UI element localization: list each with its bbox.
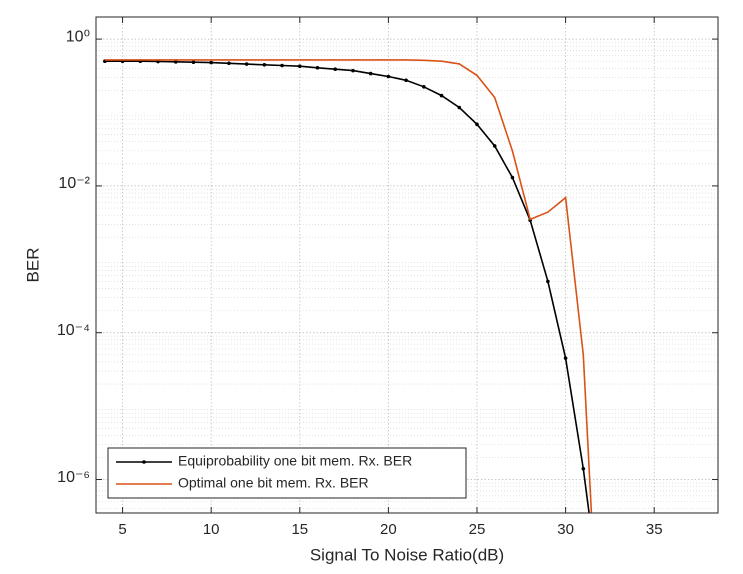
data-point — [404, 78, 408, 83]
x-tick-label: 25 — [469, 521, 486, 538]
data-point — [492, 144, 497, 148]
data-point — [510, 175, 515, 180]
x-tick-label: 35 — [646, 521, 663, 538]
data-point — [457, 105, 462, 110]
data-point — [422, 84, 426, 89]
x-tick-label: 15 — [291, 521, 308, 538]
y-tick-label: 10⁻² — [58, 175, 90, 192]
data-point — [439, 93, 444, 98]
y-tick-label: 10⁻⁴ — [57, 322, 90, 339]
x-tick-label: 5 — [118, 521, 126, 538]
x-tick-label: 10 — [203, 521, 220, 538]
data-point — [351, 68, 355, 73]
data-point — [173, 60, 178, 64]
legend-label: Equiprobability one bit mem. Rx. BER — [178, 453, 412, 469]
data-point — [546, 279, 550, 284]
data-point — [191, 60, 196, 65]
legend-marker — [142, 460, 146, 464]
legend-label: Optimal one bit mem. Rx. BER — [178, 475, 369, 491]
data-point — [581, 467, 586, 471]
plot-area — [96, 17, 718, 513]
y-tick-label: 10⁻⁶ — [57, 469, 90, 486]
y-tick-label: 10⁰ — [66, 28, 90, 45]
x-tick-label: 30 — [557, 521, 574, 538]
data-point — [262, 62, 267, 67]
data-point — [280, 63, 284, 68]
data-point — [368, 71, 373, 76]
data-point — [315, 65, 320, 70]
data-point — [333, 67, 338, 71]
y-axis-label: BER — [23, 248, 42, 283]
data-point — [386, 74, 391, 79]
data-point — [563, 356, 568, 360]
data-point — [244, 62, 249, 66]
legend-box — [107, 447, 467, 499]
x-tick-label: 20 — [380, 521, 397, 538]
x-axis-label: Signal To Noise Ratio(dB) — [310, 545, 504, 564]
data-point — [475, 122, 479, 127]
data-point — [227, 61, 231, 66]
data-point — [297, 64, 302, 69]
series-line — [104, 59, 593, 513]
axes-box — [95, 16, 719, 514]
data-point — [209, 60, 213, 65]
